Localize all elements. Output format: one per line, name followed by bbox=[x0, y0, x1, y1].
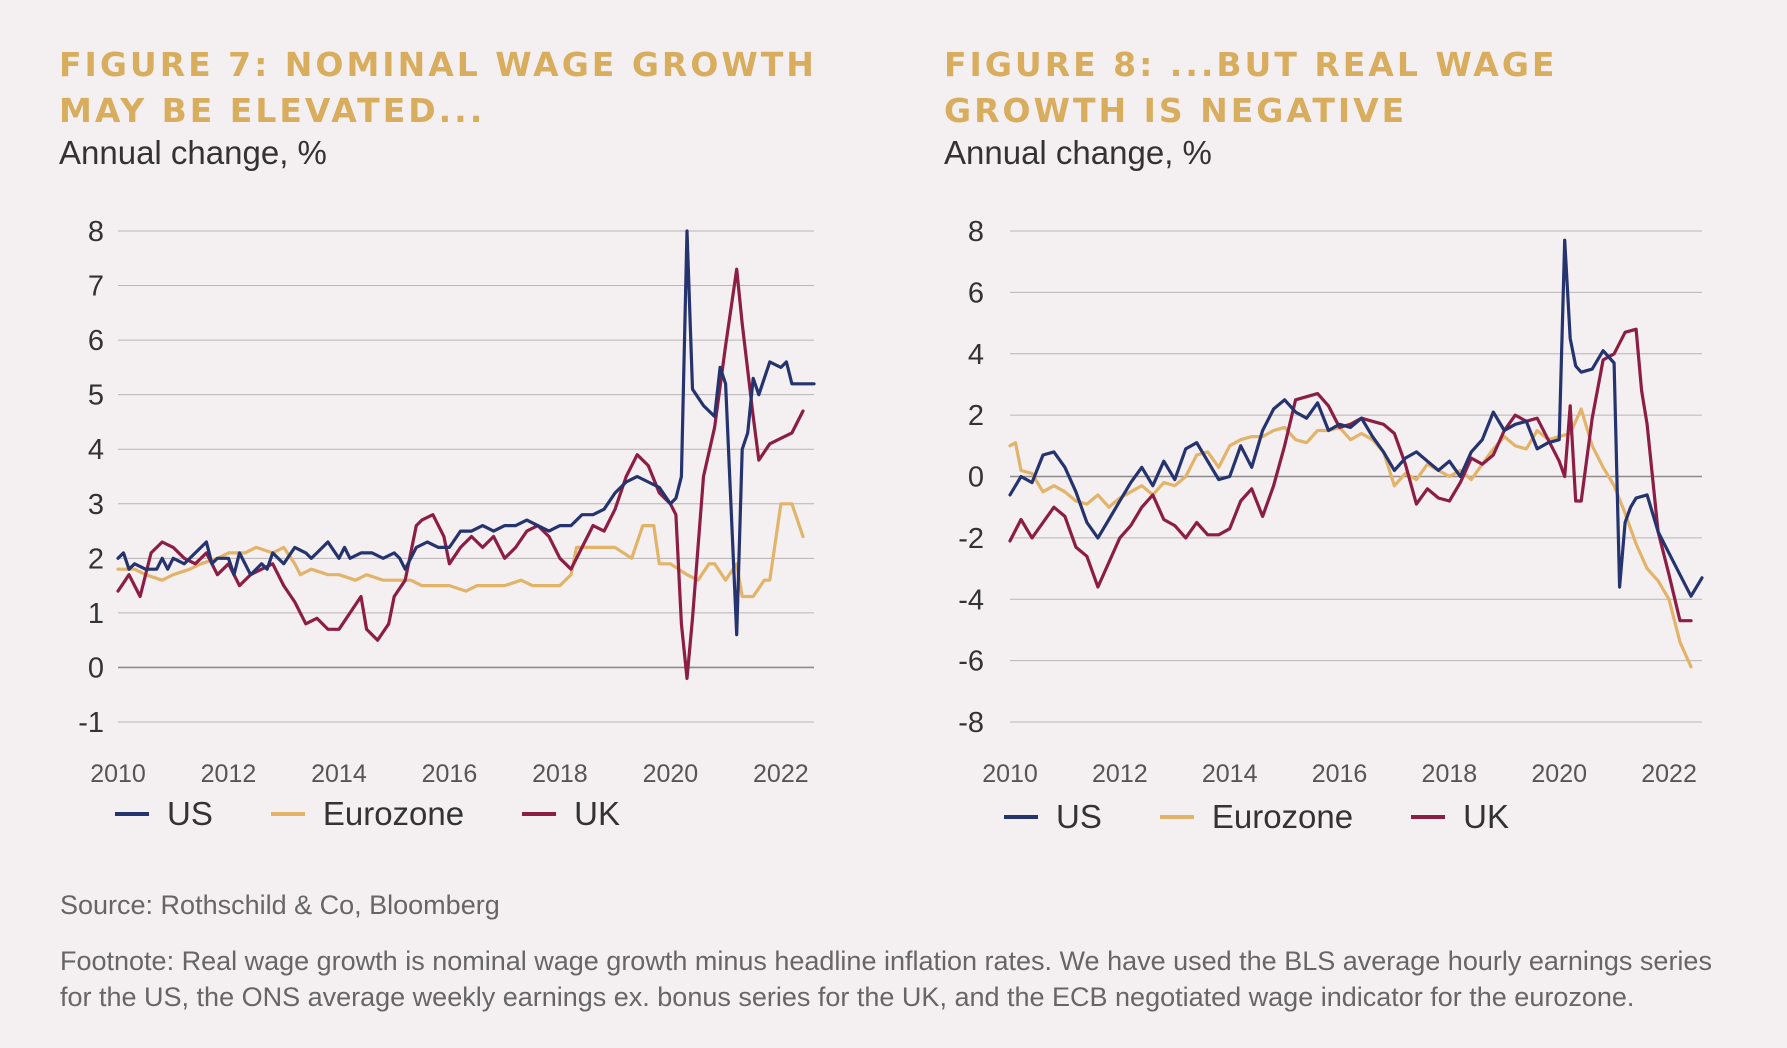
legend-label: Eurozone bbox=[1211, 798, 1354, 835]
y-tick-label: -8 bbox=[958, 707, 984, 739]
y-tick-label: 6 bbox=[968, 277, 984, 309]
legend-item-us: US bbox=[115, 795, 213, 833]
legend-item-eurozone: Eurozone bbox=[1159, 798, 1354, 836]
x-tick-label: 2012 bbox=[201, 760, 257, 788]
y-tick-label: 8 bbox=[968, 216, 984, 248]
legend-label: Eurozone bbox=[322, 795, 465, 832]
x-tick-label: 2014 bbox=[1202, 760, 1258, 788]
footnote: Footnote: Real wage growth is nominal wa… bbox=[60, 946, 1712, 1012]
y-tick-label: -6 bbox=[958, 646, 984, 678]
legend-label: UK bbox=[574, 795, 620, 832]
y-tick-label: 4 bbox=[88, 434, 104, 466]
figure-7-title: FIGURE 7: NOMINAL WAGE GROWTH MAY BE ELE… bbox=[59, 45, 817, 130]
series-line-eurozone bbox=[116, 502, 805, 599]
legend-item-us: US bbox=[1004, 798, 1102, 836]
legend-item-eurozone: Eurozone bbox=[270, 795, 465, 833]
y-tick-label: 2 bbox=[88, 543, 104, 575]
y-tick-label: 6 bbox=[88, 325, 104, 357]
series-line-uk bbox=[116, 267, 805, 681]
legend-item-uk: UK bbox=[1411, 798, 1509, 836]
x-tick-label: 2020 bbox=[643, 760, 699, 788]
figure-7-legend: US Eurozone UK bbox=[115, 795, 678, 833]
legend-item-uk: UK bbox=[522, 795, 620, 833]
legend-swatch bbox=[1159, 815, 1194, 819]
legend-swatch bbox=[522, 812, 557, 816]
y-tick-label: 5 bbox=[88, 380, 104, 412]
x-tick-label: 2018 bbox=[1422, 760, 1478, 788]
legend-swatch bbox=[115, 812, 149, 816]
y-tick-label: 4 bbox=[968, 339, 984, 371]
legend-label: US bbox=[167, 795, 213, 832]
y-tick-label: 0 bbox=[968, 462, 984, 494]
legend-swatch bbox=[270, 812, 305, 816]
figure-8-legend: US Eurozone UK bbox=[1004, 798, 1567, 836]
x-tick-label: 2010 bbox=[90, 760, 146, 788]
x-tick-label: 2022 bbox=[1641, 760, 1697, 788]
legend-swatch bbox=[1004, 815, 1038, 819]
y-tick-label: 3 bbox=[88, 489, 104, 521]
y-tick-label: 0 bbox=[88, 652, 104, 684]
x-tick-label: 2018 bbox=[532, 760, 588, 788]
series-line-uk bbox=[1008, 327, 1693, 623]
legend-label: US bbox=[1056, 798, 1102, 835]
series-line-us bbox=[116, 229, 816, 637]
y-tick-label: -1 bbox=[78, 707, 104, 739]
source-note: Source: Rothschild & Co, Bloomberg bbox=[60, 890, 500, 920]
x-tick-label: 2012 bbox=[1092, 760, 1148, 788]
series-line-eurozone bbox=[1008, 407, 1693, 669]
x-tick-label: 2010 bbox=[982, 760, 1038, 788]
figure-7-chart: 8 7 6 5 4 3 2 1 0 -1 2010 2012 2014 2016 2018 2020 2022 bbox=[78, 216, 816, 788]
figure-8-subtitle: Annual change, % bbox=[944, 134, 1212, 171]
legend-swatch bbox=[1411, 815, 1446, 819]
series-line-us bbox=[1008, 238, 1704, 598]
figure-8-chart: 8 6 4 2 0 -2 -4 -6 -8 2010 2012 2014 2016 2018 2020 202… bbox=[958, 216, 1704, 788]
figure-8-title: FIGURE 8: ...BUT REAL WAGE GROWTH IS NEG… bbox=[944, 45, 1558, 130]
legend-label: UK bbox=[1463, 798, 1509, 835]
y-tick-label: 1 bbox=[88, 598, 104, 630]
x-tick-label: 2020 bbox=[1531, 760, 1587, 788]
x-tick-label: 2016 bbox=[1312, 760, 1368, 788]
y-tick-label: 8 bbox=[88, 216, 104, 248]
figure-7-subtitle: Annual change, % bbox=[59, 134, 327, 171]
y-tick-label: -2 bbox=[958, 523, 984, 555]
x-tick-label: 2022 bbox=[753, 760, 809, 788]
x-tick-label: 2016 bbox=[422, 760, 478, 788]
y-tick-label: 2 bbox=[968, 400, 984, 432]
x-tick-label: 2014 bbox=[311, 760, 367, 788]
y-tick-label: -4 bbox=[958, 584, 984, 616]
y-tick-label: 7 bbox=[88, 271, 104, 303]
